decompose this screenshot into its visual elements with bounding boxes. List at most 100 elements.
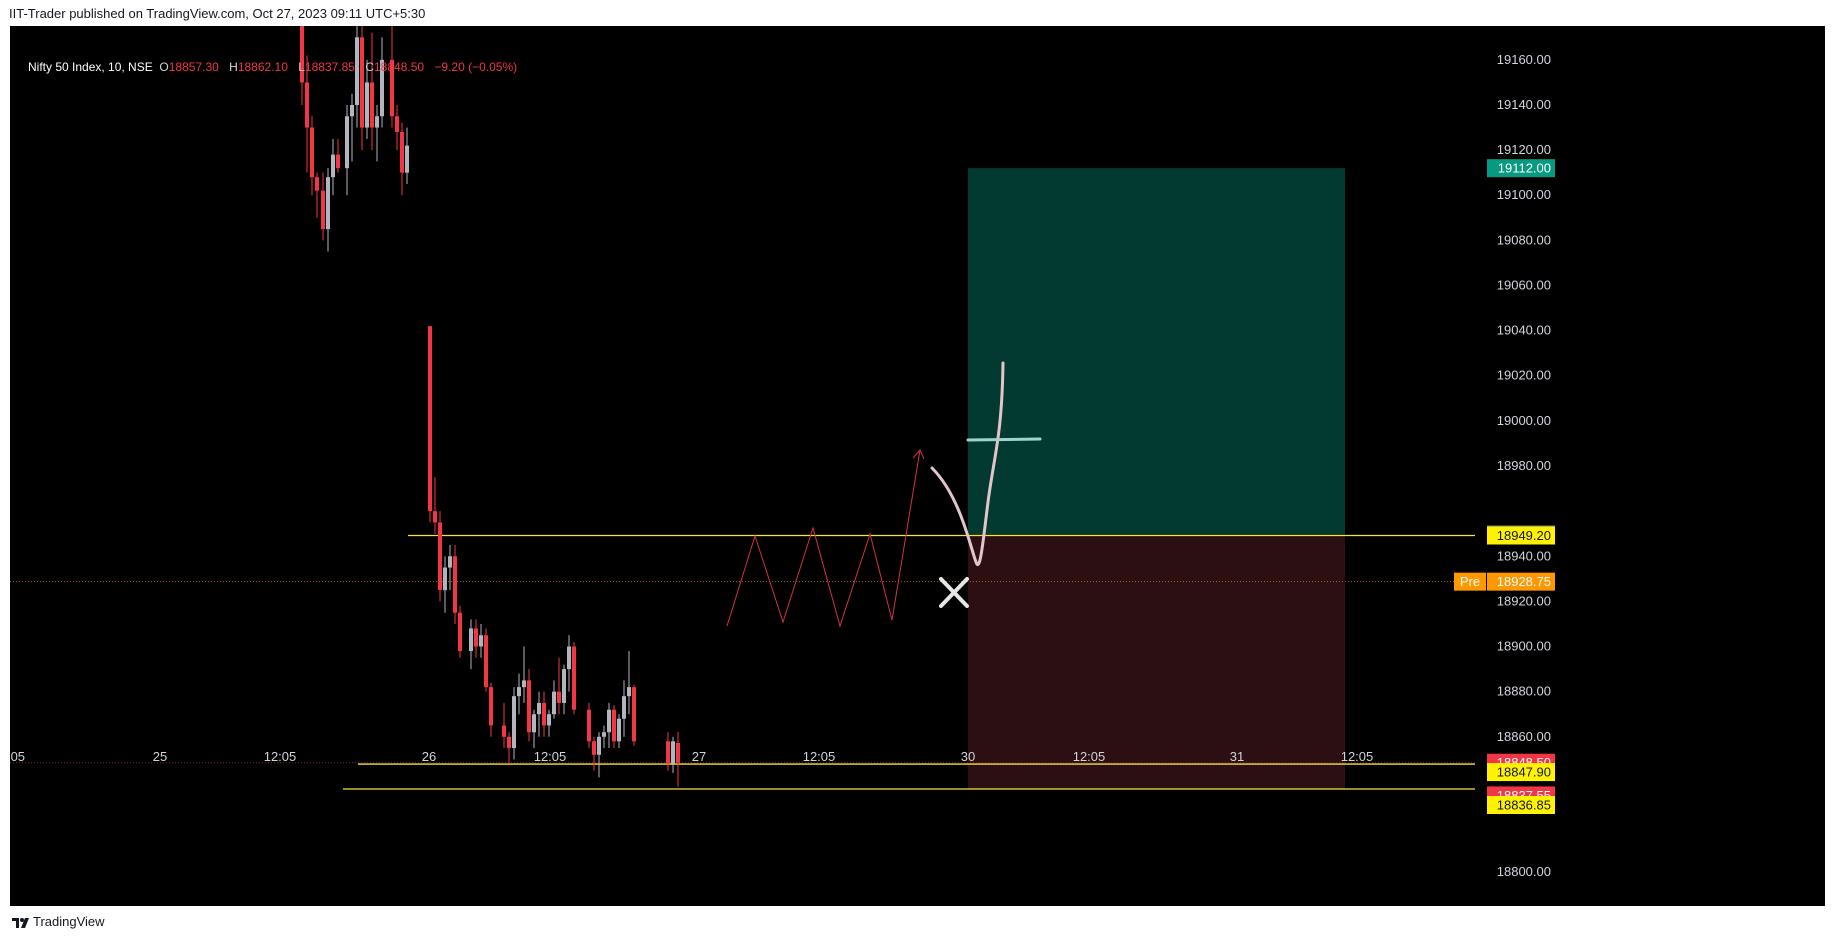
top-bar: IIT-Trader published on TradingView.com,… [0,0,1835,26]
candle [390,26,394,128]
candle [617,714,621,749]
candle [360,26,364,151]
candle-body [331,154,335,178]
candle [305,55,309,173]
drawings [726,361,1042,628]
x-tick-label: 30 [961,749,975,764]
candle [522,646,526,703]
candle [310,116,314,196]
price-label-green: 19112.00 [1487,159,1555,178]
y-tick-label: 18920.00 [1497,593,1551,608]
zigzag-arrowhead [912,449,925,460]
candle [370,32,374,151]
y-tick-label: 18900.00 [1497,639,1551,654]
candle [380,37,384,128]
hand-drawn-entry-mark [966,437,1042,442]
candle-body [572,646,576,710]
candle [537,691,541,737]
level-lines [10,534,1475,790]
price-label-box [1487,572,1555,591]
x-tick-label: 12:05 [803,749,836,764]
candle-body [458,612,462,652]
legend-close: 18848.50 [374,60,425,74]
candle [448,544,452,591]
x-tick-label: 31 [1230,749,1244,764]
legend-low-label: L [298,60,305,74]
axes: 19160.00 19140.00 19120.00 19100.00 19080.00… [10,52,1551,879]
x-tick-label: 12:05 [1341,749,1374,764]
candle-body [632,687,636,742]
zigzag-path [726,449,921,628]
chart-canvas[interactable]: 19160.00 19140.00 19120.00 19100.00 19080.00… [10,26,1825,906]
chart-area[interactable]: 19160.00 19140.00 19120.00 19100.00 19080.00… [10,26,1825,906]
candle-body [405,145,409,173]
candle [350,93,354,162]
candle [345,104,349,196]
y-tick-label: 19120.00 [1497,142,1551,157]
candle-body [390,59,394,117]
candle-body [527,680,531,733]
candle [458,605,462,658]
candle [489,682,493,737]
candle-body [321,190,325,230]
price-labels: 19112.0018949.6518949.2018928.75Pre18848… [1454,159,1555,815]
x-tick-label: :05 [10,749,25,764]
y-tick-label: 19140.00 [1497,97,1551,112]
candle-body [310,127,314,178]
candle [355,26,359,128]
candle [572,642,576,715]
candle-body [666,741,670,764]
profit-zone [968,168,1345,535]
candle-body [532,714,536,733]
candle [300,26,304,105]
candle-body [542,702,546,726]
candle [676,732,680,787]
candle-body [360,37,364,128]
candle [666,732,670,771]
x-tick-label: 25 [153,749,167,764]
candle-body [587,709,591,742]
candle [433,477,437,534]
candle-body [453,556,457,613]
candle-body [438,522,442,591]
price-label-orange: 18928.75 Pre [1454,572,1555,591]
candle-body [433,511,437,523]
candle-body [552,691,556,715]
tradingview-brand: TradingView [33,914,105,929]
candle [484,628,488,692]
candle-body [469,628,473,652]
cross-mark-stroke-2 [939,577,969,608]
legend-open: 18857.30 [168,60,219,74]
y-tick-label: 19100.00 [1497,187,1551,202]
y-tick-label: 18940.00 [1497,548,1551,563]
candle-body [448,556,452,568]
candle [671,736,675,773]
candle [315,172,319,218]
candle-body [484,635,488,688]
candle-body [607,709,611,733]
legend-low: 18837.85 [304,60,355,74]
candle [474,619,478,658]
x-tick-label: 26 [422,749,436,764]
candle-body [370,82,374,128]
candle-body [428,326,432,512]
price-label-text: 18836.85 [1497,798,1551,813]
price-label-yellow: 18847.90 [1487,763,1555,782]
candle-body [502,725,506,737]
candle-body [365,82,369,128]
candle [507,732,511,764]
price-label-box [1487,159,1555,178]
candle-body [395,116,399,133]
candle [428,326,432,523]
y-tick-label: 18860.00 [1497,729,1551,744]
candle [527,669,531,742]
y-tick-label: 19020.00 [1497,368,1551,383]
candle-body [627,687,631,697]
price-label-prefix: Pre [1460,574,1480,589]
x-tick-label: 12:05 [1073,749,1106,764]
candle [557,657,561,715]
candle-body [676,742,680,763]
candle [375,104,379,162]
candle [592,736,596,771]
candle [622,680,626,737]
